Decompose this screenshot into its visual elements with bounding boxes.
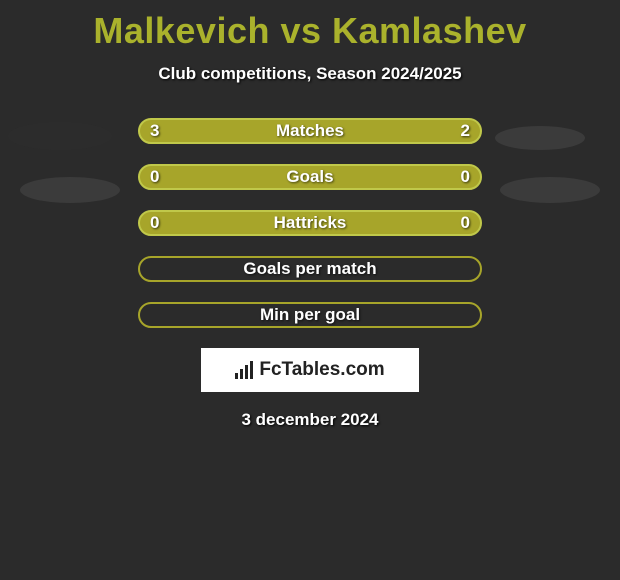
stat-value-left: 0 — [150, 210, 159, 236]
stat-label: Matches — [138, 118, 482, 144]
page-title: Malkevich vs Kamlashev — [0, 0, 620, 52]
stat-row: Goals per match — [0, 256, 620, 284]
stat-row: Hattricks0 0 — [0, 210, 620, 238]
decorative-ellipse — [495, 126, 585, 150]
stat-value-right: 2 — [461, 118, 470, 144]
stat-label: Hattricks — [138, 210, 482, 236]
stat-label: Min per goal — [138, 302, 482, 328]
stat-row: Min per goal — [0, 302, 620, 330]
stat-value-right: 0 — [461, 210, 470, 236]
date-text: 3 december 2024 — [0, 410, 620, 430]
subtitle: Club competitions, Season 2024/2025 — [0, 64, 620, 84]
decorative-ellipse — [500, 177, 600, 203]
logo: FcTables.com — [235, 359, 384, 381]
stats-container: Matches32Goals00Hattricks00Goals per mat… — [0, 118, 620, 330]
stat-label: Goals — [138, 164, 482, 190]
chart-icon — [235, 361, 253, 379]
logo-box: FcTables.com — [201, 348, 419, 392]
decorative-ellipse — [20, 177, 120, 203]
stat-value-left: 0 — [150, 164, 159, 190]
stat-value-left: 3 — [150, 118, 159, 144]
decorative-ellipse — [8, 122, 112, 150]
stat-label: Goals per match — [138, 256, 482, 282]
logo-text: FcTables.com — [259, 359, 384, 381]
stat-value-right: 0 — [461, 164, 470, 190]
